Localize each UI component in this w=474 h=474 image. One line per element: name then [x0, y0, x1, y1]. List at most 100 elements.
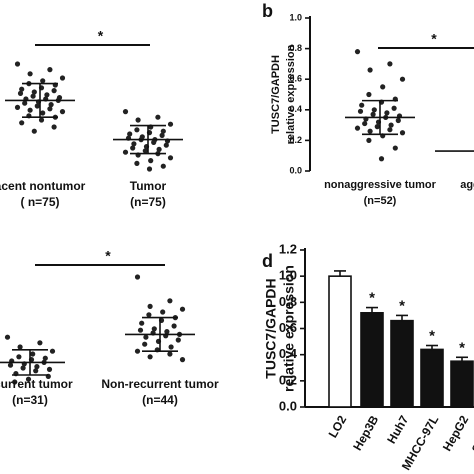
x-count-label: (n=44) — [142, 393, 178, 407]
dot — [59, 109, 66, 115]
dot — [34, 364, 40, 370]
dot — [392, 145, 398, 151]
dot — [378, 156, 385, 162]
dot — [137, 327, 144, 333]
dot — [33, 368, 39, 374]
dot — [142, 341, 148, 347]
dot — [359, 102, 365, 108]
dot — [160, 128, 166, 134]
dot — [37, 340, 43, 346]
dot — [146, 166, 153, 172]
panel-label: d — [262, 251, 273, 271]
dot — [20, 365, 26, 371]
dot — [135, 117, 141, 123]
dot — [160, 309, 166, 315]
dot — [40, 78, 46, 84]
dot — [164, 329, 170, 335]
x-tick-label: ecurrent tumor — [0, 377, 73, 391]
dot — [171, 323, 177, 329]
dot — [49, 348, 56, 354]
dot — [142, 148, 148, 154]
dot — [357, 108, 364, 114]
y-tick-label: 0.0 — [279, 398, 297, 413]
dot — [160, 163, 166, 169]
dot — [17, 90, 24, 96]
dot — [399, 76, 406, 82]
dot — [131, 141, 137, 147]
significance-mark: * — [98, 28, 104, 44]
dot — [16, 354, 22, 360]
dot — [159, 132, 165, 138]
significance-mark: * — [369, 290, 375, 307]
y-axis-label: TUSC7/GAPDH — [270, 55, 282, 134]
bar — [328, 275, 352, 408]
dot — [25, 376, 32, 382]
significance-mark: * — [399, 297, 405, 314]
y-axis-label: relative expression — [281, 265, 297, 392]
dot — [395, 117, 401, 124]
dot — [388, 122, 394, 128]
dot — [362, 120, 368, 127]
dot — [48, 102, 54, 108]
x-tick-label: HepG2 — [440, 413, 472, 454]
dot — [354, 49, 361, 55]
dot — [370, 111, 376, 117]
dot — [134, 274, 141, 280]
dot — [30, 93, 36, 99]
dot — [391, 105, 397, 111]
dot — [146, 312, 152, 318]
dot — [122, 149, 129, 155]
bar — [360, 311, 384, 408]
dot — [51, 88, 57, 94]
dot — [31, 89, 37, 95]
y-tick-label: 1.2 — [279, 241, 297, 256]
y-tick-label: 0.4 — [279, 346, 298, 361]
dot — [127, 131, 133, 137]
y-tick-label: 0.4 — [289, 104, 302, 114]
dot — [46, 366, 53, 372]
y-tick-label: 0.6 — [289, 74, 302, 84]
dot — [387, 127, 393, 133]
y-axis-label: relative expression — [285, 44, 297, 144]
dot — [17, 344, 23, 350]
dot — [387, 61, 393, 67]
bar — [390, 319, 414, 408]
x-tick-label: nonaggressive tumor — [324, 179, 437, 191]
dot — [156, 146, 162, 152]
dot — [167, 155, 174, 161]
dot — [27, 71, 33, 77]
dot — [167, 298, 173, 304]
dot — [134, 160, 140, 166]
dot — [22, 100, 28, 106]
dot — [167, 121, 174, 127]
dot — [366, 91, 372, 98]
dot — [155, 114, 161, 120]
dot — [175, 337, 181, 343]
dot — [399, 130, 406, 136]
dot — [374, 124, 380, 130]
dot — [31, 128, 37, 134]
dot — [143, 334, 149, 340]
dot — [147, 303, 153, 309]
significance-mark: * — [429, 327, 435, 344]
dot — [19, 86, 25, 92]
y-tick-label: 0.6 — [279, 320, 297, 335]
x-tick-label: acent nontumor — [0, 179, 86, 193]
dot — [51, 124, 57, 130]
y-tick-label: 0.2 — [279, 372, 297, 387]
panel-label: b — [262, 1, 273, 21]
significance-mark: * — [105, 248, 111, 264]
dot — [384, 110, 390, 116]
x-tick-label: Tumor — [130, 179, 167, 193]
dot — [44, 92, 50, 98]
x-tick-label: agg — [460, 179, 474, 191]
dot — [14, 61, 21, 67]
dot — [367, 128, 373, 134]
dot — [163, 142, 169, 148]
dot — [40, 110, 46, 116]
dot — [179, 306, 186, 312]
y-tick-label: 0.2 — [289, 135, 302, 145]
dot — [151, 326, 157, 332]
